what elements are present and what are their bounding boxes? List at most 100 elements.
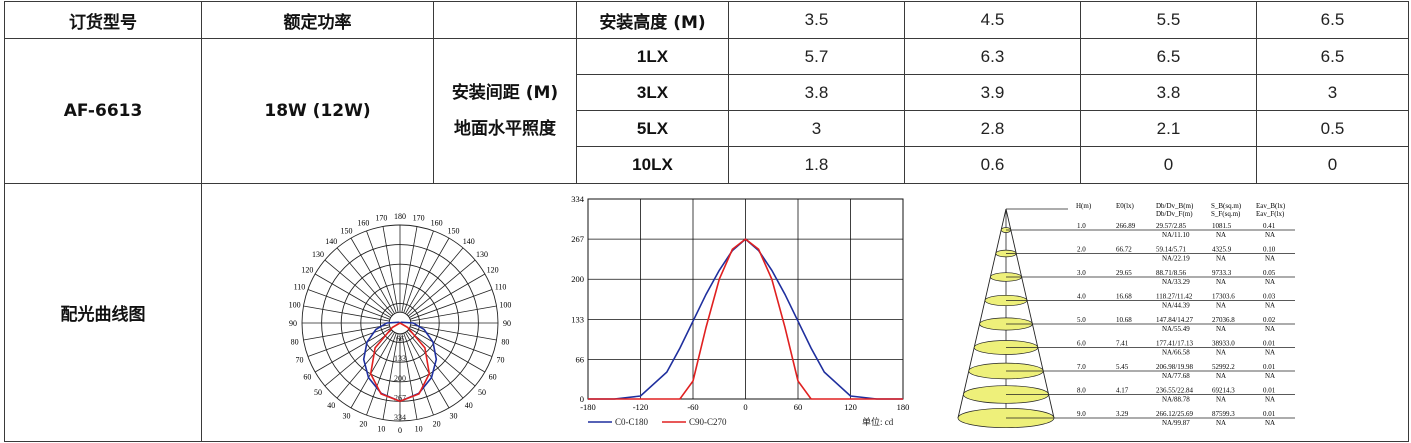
cell-s-2: NA	[1216, 372, 1226, 380]
blank-header-cell	[433, 1, 577, 39]
polar-angle-label: 170	[413, 214, 425, 223]
polar-angle-label: 40	[465, 401, 473, 410]
cell-db-2: NA/77.68	[1162, 372, 1190, 380]
polar-spoke	[324, 259, 392, 317]
polar-spoke	[409, 328, 486, 373]
spacing-value: 3	[728, 110, 905, 147]
cell-h: 8.0	[1077, 387, 1086, 395]
table-row: 10LX 1.8 0.6 0 0	[5, 146, 1409, 184]
polar-angle-label: 110	[294, 282, 306, 291]
cell-db-2: NA/11.10	[1162, 231, 1190, 239]
spacing-label: 安装间距 (M) 地面水平照度	[433, 38, 577, 184]
polar-spoke	[366, 332, 397, 416]
cell-s-2: NA	[1216, 325, 1226, 333]
cell-e0: 10.68	[1116, 316, 1132, 324]
col-header-eav-bot: Eav_F(lx)	[1256, 210, 1285, 218]
polar-spoke	[409, 326, 493, 357]
cell-s-1: 87599.3	[1212, 410, 1235, 418]
polar-angle-label: 10	[415, 424, 423, 433]
polar-spoke	[401, 226, 418, 313]
spacing-value: 2.1	[1080, 110, 1257, 147]
polar-angle-label: 40	[327, 401, 335, 410]
cell-s-2: NA	[1216, 419, 1226, 427]
cell-db-2: NA/22.19	[1162, 255, 1190, 263]
polar-spoke	[307, 326, 391, 357]
polar-spoke	[403, 332, 434, 416]
cell-db-1: 206.98/19.98	[1156, 363, 1193, 371]
cone-table-row: 8.0 4.17 236.55/22.84NA/88.7869214.3NA0.01…	[1077, 387, 1276, 404]
polar-curve-c90-c270	[369, 322, 431, 403]
x-tick-label: 60	[794, 402, 803, 412]
cell-eav-1: 0.01	[1263, 387, 1276, 395]
cell-h: 1.0	[1077, 222, 1086, 230]
cell-db-2: NA/33.29	[1162, 278, 1190, 286]
cell-eav-2: NA	[1265, 231, 1275, 239]
cell-s-2: NA	[1216, 231, 1226, 239]
cell-eav-1: 0.03	[1263, 293, 1276, 301]
cone-table-row: 7.0 5.45 206.98/19.98NA/77.6852992.2NA0.01…	[1077, 363, 1276, 380]
polar-angle-label: 140	[463, 237, 475, 246]
chart-ticks: -180 -120 -60 0 60 120 180 0 66 133 200 267 334	[571, 194, 909, 412]
polar-radial-label: 334	[394, 413, 406, 422]
polar-angle-label: 80	[291, 338, 299, 347]
model-header: 订货型号	[4, 1, 202, 39]
spacing-value: 0	[1256, 146, 1409, 184]
spacing-value: 1.8	[728, 146, 905, 184]
cell-s-1: 9733.3	[1212, 269, 1232, 277]
height-value: 3.5	[728, 1, 905, 39]
spacing-value: 3.8	[1080, 74, 1257, 111]
cell-eav-2: NA	[1265, 255, 1275, 263]
cell-e0: 16.68	[1116, 293, 1132, 301]
cell-e0: 266.89	[1116, 222, 1136, 230]
polar-angle-label: 160	[431, 218, 443, 227]
polar-radial-labels: 66 133 200 267 334	[394, 335, 406, 422]
cone-table-row: 6.0 7.41 177.41/17.13NA/66.5838933.0NA0.01…	[1077, 340, 1276, 357]
power-header: 额定功率	[201, 1, 434, 39]
cell-eav-2: NA	[1265, 396, 1275, 404]
cell-db-1: 177.41/17.13	[1156, 340, 1193, 348]
curve-label: 配光曲线图	[4, 183, 202, 442]
cell-db-1: 266.12/25.69	[1156, 410, 1193, 418]
cell-s-1: 38933.0	[1212, 340, 1235, 348]
cell-eav-1: 0.41	[1263, 222, 1276, 230]
cell-eav-2: NA	[1265, 349, 1275, 357]
polar-angle-label: 0	[398, 426, 402, 433]
spacing-value: 6.5	[1080, 38, 1257, 75]
lux-level: 3LX	[576, 74, 729, 111]
polar-spoke	[303, 324, 390, 341]
polar-angle-label: 60	[489, 373, 497, 382]
height-value: 6.5	[1256, 1, 1409, 39]
cell-s-2: NA	[1216, 255, 1226, 263]
polar-angle-label: 150	[448, 226, 460, 235]
cell-s-2: NA	[1216, 396, 1226, 404]
spacing-value: 6.3	[904, 38, 1081, 75]
spacing-value: 5.7	[728, 38, 905, 75]
power-value: 18W (12W)	[201, 38, 434, 184]
polar-radial-label: 200	[394, 374, 406, 383]
polar-spoke	[303, 305, 390, 322]
polar-angle-label: 30	[343, 412, 351, 421]
polar-angle-labels: 1801701601501401301201101009080706050403…	[289, 212, 512, 433]
cell-h: 3.0	[1077, 269, 1086, 277]
cell-db-1: 29.57/2.85	[1156, 222, 1186, 230]
polar-spoke	[350, 332, 395, 409]
col-header-s-top: S_B(sq.m)	[1211, 202, 1242, 210]
cell-db-2: NA/88.78	[1162, 396, 1190, 404]
cell-e0: 7.41	[1116, 340, 1129, 348]
cell-e0: 5.45	[1116, 363, 1129, 371]
polar-spoke	[382, 226, 399, 313]
polar-angle-label: 150	[341, 226, 353, 235]
cell-s-2: NA	[1216, 278, 1226, 286]
spacing-value: 0	[1080, 146, 1257, 184]
cell-eav-1: 0.05	[1263, 269, 1276, 277]
x-tick-label: -180	[580, 402, 596, 412]
cell-eav-2: NA	[1265, 325, 1275, 333]
y-tick-label: 66	[576, 354, 585, 364]
cell-s-1: 4325.9	[1212, 246, 1232, 254]
polar-angle-label: 20	[433, 420, 441, 429]
x-tick-label: -60	[687, 402, 698, 412]
cell-s-1: 27036.8	[1212, 316, 1235, 324]
polar-spoke	[409, 273, 486, 318]
spacing-label-line-1: 安装间距 (M)	[451, 83, 559, 103]
